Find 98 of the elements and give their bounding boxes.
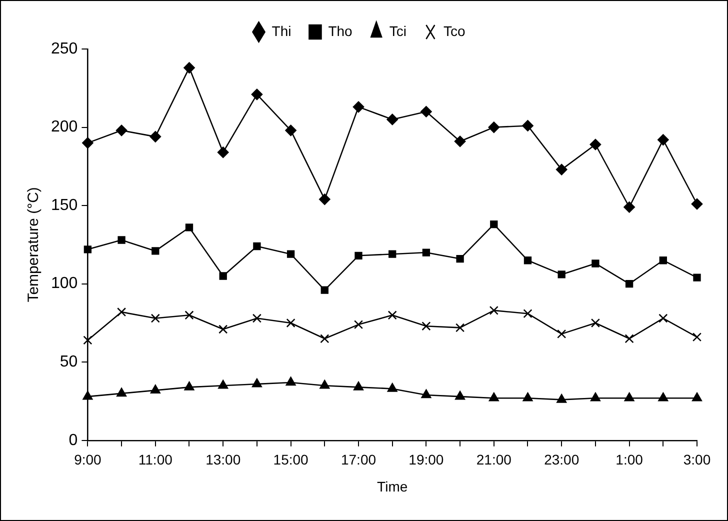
x-tick-label: 1:00	[616, 452, 644, 468]
point	[286, 250, 295, 258]
point	[82, 390, 93, 400]
point	[624, 201, 635, 213]
point	[118, 236, 126, 244]
point	[388, 250, 396, 258]
point	[557, 329, 566, 338]
point	[454, 136, 466, 148]
point	[592, 260, 600, 268]
point	[488, 392, 499, 402]
point	[421, 389, 432, 398]
point	[625, 280, 634, 288]
y-tick-label: 200	[50, 118, 78, 136]
legend-label: Tho	[328, 22, 353, 39]
x-tick-label: 17:00	[340, 452, 376, 468]
point	[219, 272, 227, 280]
point	[252, 314, 262, 323]
point	[320, 334, 330, 344]
point	[388, 310, 397, 320]
x-tick-label: 3:00	[683, 452, 711, 468]
y-tick-label: 0	[68, 432, 78, 449]
point	[659, 256, 667, 264]
legend-label: Thi	[272, 22, 292, 39]
point	[624, 392, 634, 402]
point	[354, 252, 362, 260]
point	[522, 392, 533, 402]
point	[184, 310, 194, 320]
point	[150, 131, 162, 142]
point	[251, 88, 263, 100]
point	[556, 394, 567, 403]
point	[117, 307, 126, 317]
point	[116, 124, 128, 136]
y-axis-title: Temperature (°C)	[25, 187, 42, 302]
point	[286, 376, 296, 386]
point	[82, 137, 94, 149]
point	[150, 314, 160, 323]
point	[217, 146, 229, 158]
point	[252, 378, 262, 388]
point	[285, 124, 296, 136]
point	[286, 318, 296, 328]
point	[320, 286, 328, 294]
point	[184, 62, 195, 74]
point	[185, 224, 194, 232]
x-tick-label: 23:00	[544, 452, 580, 468]
point	[693, 274, 701, 282]
point	[556, 164, 568, 176]
point	[456, 254, 464, 263]
point	[386, 114, 398, 126]
point	[116, 388, 127, 397]
point	[522, 120, 534, 132]
point	[658, 134, 669, 146]
point	[692, 392, 702, 402]
y-tick-label: 150	[50, 196, 78, 214]
point	[387, 383, 398, 392]
point	[523, 309, 532, 318]
point	[354, 382, 364, 390]
x-tick-label: 15:00	[273, 452, 309, 468]
point	[422, 248, 430, 256]
point	[352, 101, 364, 113]
point	[590, 392, 600, 402]
point	[692, 332, 702, 342]
legend-label: Tci	[389, 22, 406, 39]
point	[489, 306, 498, 315]
point	[658, 392, 668, 402]
point	[84, 246, 92, 254]
point	[558, 270, 566, 278]
point	[488, 122, 500, 133]
y-tick-label: 100	[50, 275, 78, 292]
x-tick-label: 9:00	[74, 452, 102, 468]
point	[691, 198, 703, 210]
y-tick-label: 250	[50, 40, 78, 58]
legend-label: Tco	[443, 22, 466, 39]
point	[455, 390, 466, 400]
point	[624, 334, 634, 344]
point	[420, 106, 432, 118]
y-tick-label: 50	[60, 354, 78, 371]
x-tick-label: 21:00	[476, 452, 512, 468]
x-tick-label: 13:00	[206, 452, 241, 468]
point	[320, 380, 330, 389]
point	[83, 336, 92, 345]
x-tick-label: 11:00	[138, 452, 173, 468]
x-axis-title: Time	[377, 478, 408, 494]
point	[152, 247, 160, 255]
point	[456, 323, 465, 332]
point	[590, 318, 600, 328]
point	[354, 320, 364, 330]
point	[184, 382, 194, 390]
point	[422, 322, 431, 331]
point	[658, 314, 668, 323]
point	[218, 380, 228, 389]
point	[253, 242, 261, 250]
point	[590, 138, 602, 150]
point	[524, 256, 532, 264]
point	[490, 220, 498, 228]
point	[150, 384, 160, 394]
point	[318, 194, 330, 205]
x-tick-label: 19:00	[408, 452, 444, 468]
point	[218, 324, 228, 334]
